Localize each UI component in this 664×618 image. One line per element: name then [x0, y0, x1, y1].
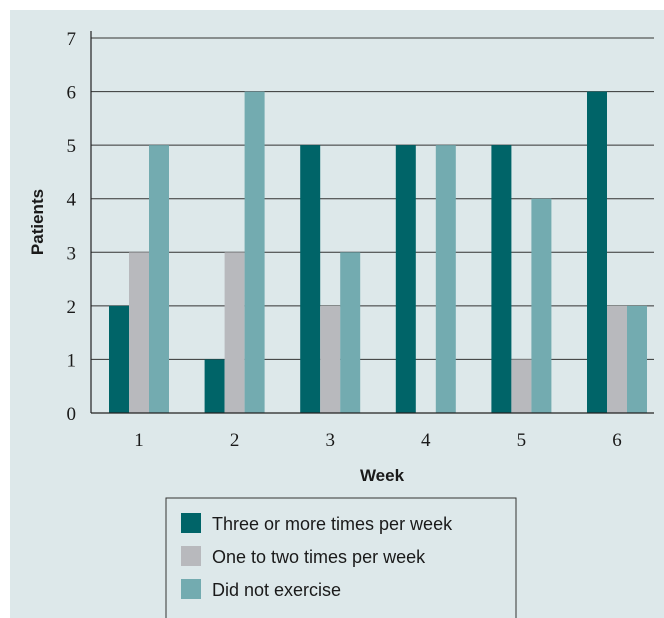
bar [129, 252, 149, 413]
legend: Three or more times per week One to two t… [165, 497, 517, 618]
bar [149, 145, 169, 413]
y-tick-label: 5 [67, 136, 77, 157]
y-tick-label: 0 [67, 404, 77, 425]
x-tick-label: 4 [421, 430, 431, 451]
bars [109, 91, 647, 414]
y-tick-label: 7 [67, 29, 77, 50]
legend-swatch [181, 513, 201, 533]
bar [300, 145, 321, 413]
bar [340, 252, 361, 413]
y-tick-labels: 0 1 2 3 4 5 6 7 [67, 29, 77, 425]
legend-label: Did not exercise [212, 580, 341, 600]
bar [244, 91, 265, 414]
bar [627, 305, 647, 413]
bar [607, 305, 627, 413]
legend-swatch [181, 546, 201, 566]
bar [320, 305, 341, 413]
legend-label: One to two times per week [212, 547, 426, 567]
axes [90, 31, 654, 414]
x-tick-labels: 1 2 3 4 5 6 [134, 430, 622, 451]
legend-label: Three or more times per week [212, 514, 453, 534]
x-tick-label: 6 [612, 430, 622, 451]
y-tick-label: 6 [67, 83, 77, 104]
y-tick-label: 3 [67, 243, 77, 264]
x-axis-title: Week [360, 466, 405, 485]
bar [224, 252, 245, 413]
y-tick-label: 1 [67, 350, 77, 371]
y-tick-label: 4 [67, 190, 77, 211]
x-tick-label: 5 [517, 430, 527, 451]
bar [435, 145, 456, 413]
legend-box [165, 497, 517, 618]
bar [109, 305, 129, 413]
x-tick-label: 2 [230, 430, 240, 451]
bar [204, 359, 225, 413]
legend-swatch [181, 579, 201, 599]
y-axis-title: Patients [28, 189, 47, 255]
bar [395, 145, 416, 413]
bar [531, 198, 552, 413]
x-tick-label: 1 [134, 430, 144, 451]
x-tick-label: 3 [325, 430, 335, 451]
gridlines [91, 37, 654, 360]
bar [587, 91, 607, 414]
y-tick-label: 2 [67, 297, 77, 318]
bar [511, 359, 532, 413]
bar [491, 145, 512, 413]
